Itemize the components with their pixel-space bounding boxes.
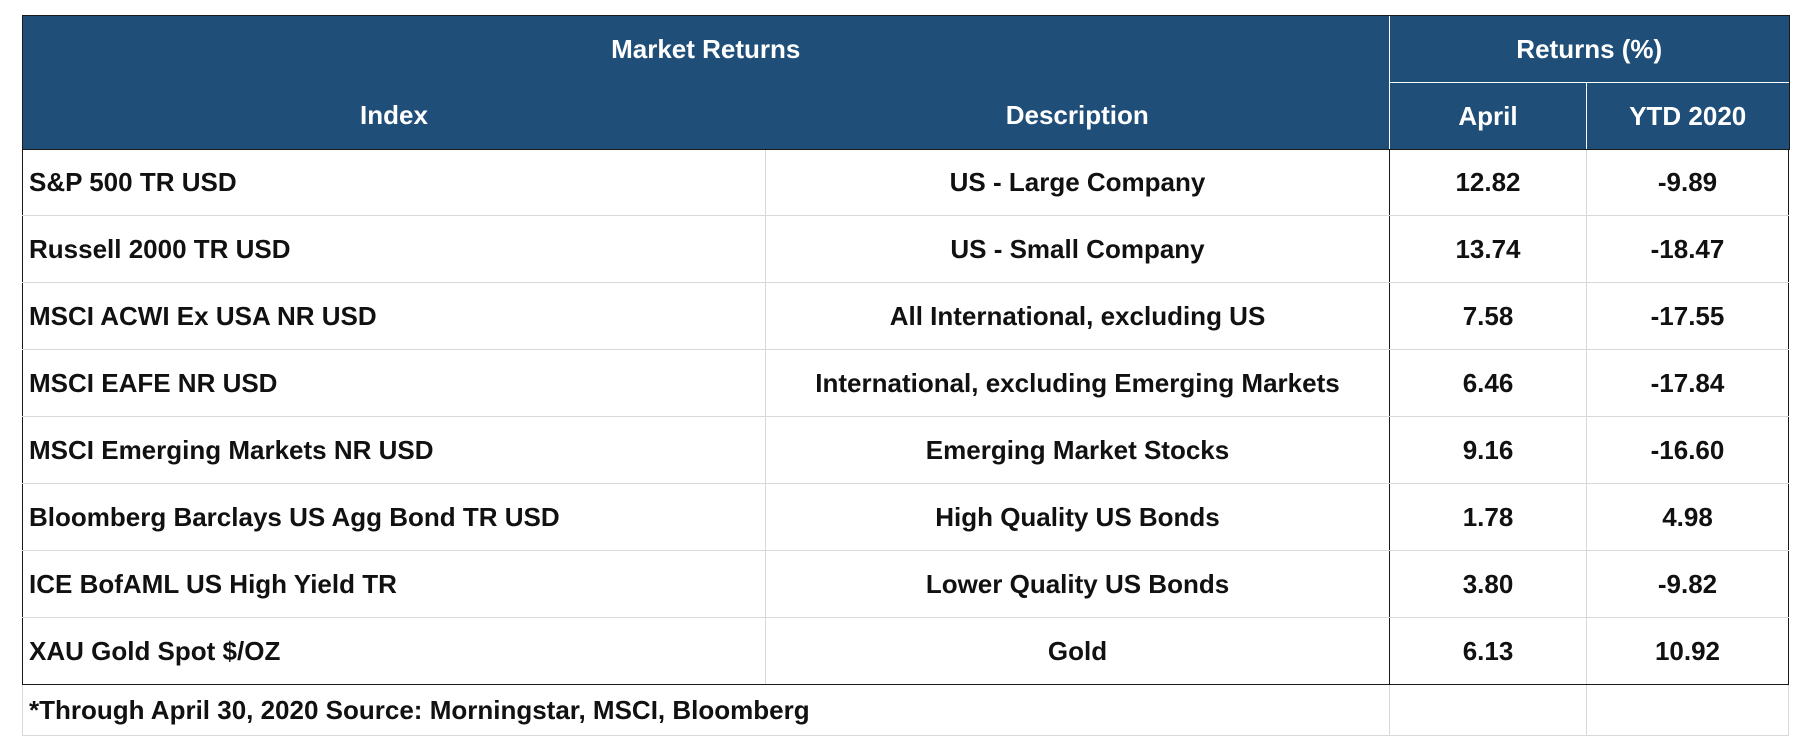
description-cell: US - Large Company bbox=[765, 149, 1390, 216]
description-cell: Lower Quality US Bonds bbox=[765, 550, 1390, 618]
column-header-ytd: YTD 2020 bbox=[1586, 82, 1789, 149]
ytd-return-cell: -9.89 bbox=[1586, 149, 1789, 216]
table-row: MSCI EAFE NR USD International, excluding… bbox=[22, 349, 1789, 417]
table-row: S&P 500 TR USD US - Large Company 12.82 -9.… bbox=[22, 149, 1789, 216]
market-returns-table-wrapper: Market Returns Returns (%) Index Descrip… bbox=[21, 15, 1790, 736]
description-cell: All International, excluding US bbox=[765, 282, 1390, 350]
column-header-index: Index bbox=[22, 82, 766, 149]
market-returns-table: Market Returns Returns (%) Index Descrip… bbox=[21, 15, 1790, 736]
april-return-cell: 1.78 bbox=[1389, 483, 1587, 551]
april-return-cell: 6.46 bbox=[1389, 349, 1587, 417]
table-footer: *Through April 30, 2020 Source: Mornings… bbox=[22, 684, 1789, 736]
returns-group-header: Returns (%) bbox=[1389, 16, 1789, 83]
index-cell: Bloomberg Barclays US Agg Bond TR USD bbox=[22, 483, 766, 551]
description-cell: International, excluding Emerging Market… bbox=[765, 349, 1390, 417]
footer-blank-cell bbox=[1389, 684, 1587, 736]
april-return-cell: 3.80 bbox=[1389, 550, 1587, 618]
description-cell: US - Small Company bbox=[765, 215, 1390, 283]
ytd-return-cell: 4.98 bbox=[1586, 483, 1789, 551]
april-return-cell: 7.58 bbox=[1389, 282, 1587, 350]
index-cell: MSCI EAFE NR USD bbox=[22, 349, 766, 417]
source-footnote: *Through April 30, 2020 Source: Mornings… bbox=[22, 684, 1390, 736]
table-row: Russell 2000 TR USD US - Small Company 13.… bbox=[22, 215, 1789, 283]
table-row: MSCI Emerging Markets NR USD Emerging Mar… bbox=[22, 416, 1789, 484]
table-row: XAU Gold Spot $/OZ Gold 6.13 10.92 bbox=[22, 617, 1789, 685]
footer-blank-cell bbox=[1586, 684, 1789, 736]
april-return-cell: 9.16 bbox=[1389, 416, 1587, 484]
table-row: ICE BofAML US High Yield TR Lower Quality… bbox=[22, 550, 1789, 618]
description-cell: Gold bbox=[765, 617, 1390, 685]
index-cell: ICE BofAML US High Yield TR bbox=[22, 550, 766, 618]
index-cell: MSCI Emerging Markets NR USD bbox=[22, 416, 766, 484]
table-row: MSCI ACWI Ex USA NR USD All International… bbox=[22, 282, 1789, 350]
ytd-return-cell: -16.60 bbox=[1586, 416, 1789, 484]
table-title: Market Returns bbox=[22, 16, 1390, 83]
table-body: S&P 500 TR USD US - Large Company 12.82 -9.… bbox=[22, 149, 1789, 685]
april-return-cell: 13.74 bbox=[1389, 215, 1587, 283]
index-cell: MSCI ACWI Ex USA NR USD bbox=[22, 282, 766, 350]
column-header-april: April bbox=[1389, 82, 1587, 149]
description-cell: High Quality US Bonds bbox=[765, 483, 1390, 551]
ytd-return-cell: 10.92 bbox=[1586, 617, 1789, 685]
ytd-return-cell: -17.84 bbox=[1586, 349, 1789, 417]
ytd-return-cell: -9.82 bbox=[1586, 550, 1789, 618]
ytd-return-cell: -18.47 bbox=[1586, 215, 1789, 283]
index-cell: XAU Gold Spot $/OZ bbox=[22, 617, 766, 685]
april-return-cell: 12.82 bbox=[1389, 149, 1587, 216]
table-row: Bloomberg Barclays US Agg Bond TR USD Hig… bbox=[22, 483, 1789, 551]
ytd-return-cell: -17.55 bbox=[1586, 282, 1789, 350]
column-header-description: Description bbox=[765, 82, 1390, 149]
april-return-cell: 6.13 bbox=[1389, 617, 1587, 685]
description-cell: Emerging Market Stocks bbox=[765, 416, 1390, 484]
index-cell: Russell 2000 TR USD bbox=[22, 215, 766, 283]
table-header: Market Returns Returns (%) Index Descrip… bbox=[21, 15, 1790, 150]
index-cell: S&P 500 TR USD bbox=[22, 149, 766, 216]
